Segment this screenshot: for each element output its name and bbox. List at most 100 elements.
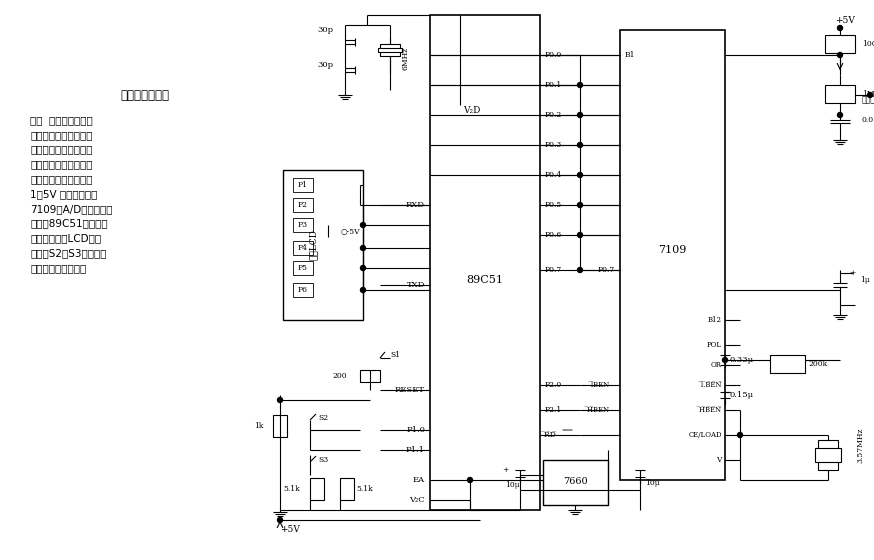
Text: 200: 200 <box>332 372 347 380</box>
Text: S1: S1 <box>390 351 400 359</box>
Text: 100k: 100k <box>862 40 874 48</box>
Text: 7660: 7660 <box>563 478 587 487</box>
Text: P0.7: P0.7 <box>598 266 615 274</box>
Circle shape <box>837 53 843 58</box>
Text: OR: OR <box>711 361 722 369</box>
Circle shape <box>578 232 582 237</box>
Text: EA: EA <box>413 476 425 484</box>
Circle shape <box>360 222 365 227</box>
Text: 10μ: 10μ <box>505 481 520 489</box>
Bar <box>293 178 313 192</box>
Text: P1: P1 <box>298 181 308 189</box>
Bar <box>293 218 313 232</box>
Text: +5V: +5V <box>835 16 855 25</box>
Text: 3.57MHz: 3.57MHz <box>856 427 864 463</box>
Text: 煤矿瓦斯流量计: 煤矿瓦斯流量计 <box>121 88 170 101</box>
Text: P0.3: P0.3 <box>545 141 562 149</box>
Circle shape <box>738 432 743 437</box>
Bar <box>283 170 363 320</box>
Circle shape <box>578 203 582 208</box>
Text: 7109: 7109 <box>658 245 687 255</box>
Text: P0.1: P0.1 <box>545 81 562 89</box>
Bar <box>310 478 324 500</box>
Text: 200k: 200k <box>808 360 827 368</box>
Bar <box>293 241 313 255</box>
Text: P0.6: P0.6 <box>545 231 562 239</box>
Circle shape <box>578 142 582 147</box>
Bar <box>430 15 540 510</box>
Text: P0.5: P0.5 <box>545 201 562 209</box>
Circle shape <box>360 245 365 250</box>
Text: B1: B1 <box>625 51 635 59</box>
Text: ̅l̅BEN: ̅l̅BEN <box>592 381 610 389</box>
Text: P2: P2 <box>298 201 308 209</box>
Bar <box>340 478 354 500</box>
Text: +5V: +5V <box>280 525 300 534</box>
Text: S2: S2 <box>318 414 328 422</box>
Text: V: V <box>717 456 722 464</box>
Bar <box>815 448 841 462</box>
Text: 30p: 30p <box>317 26 333 34</box>
Text: 10μ: 10μ <box>645 479 660 487</box>
Bar <box>770 355 805 373</box>
Text: +: + <box>502 466 508 474</box>
Bar <box>378 48 402 52</box>
Text: ̅H̅B̅E̅N̅: ̅H̅B̅E̅N̅ <box>700 406 722 414</box>
Text: POL: POL <box>707 341 722 349</box>
Bar <box>620 30 725 480</box>
Text: 30p: 30p <box>317 61 333 69</box>
Circle shape <box>278 398 282 403</box>
Text: P6: P6 <box>298 286 308 294</box>
Bar <box>818 440 838 470</box>
Text: P0.4: P0.4 <box>545 171 562 179</box>
Text: P2.1: P2.1 <box>545 406 562 414</box>
Text: 接传感器: 接传感器 <box>862 96 874 104</box>
Bar <box>273 415 287 437</box>
Text: B12: B12 <box>708 316 722 324</box>
Text: 6MHz: 6MHz <box>401 46 409 69</box>
Bar <box>825 85 855 103</box>
Text: ̅R̅D̅: ̅R̅D̅ <box>545 431 557 439</box>
Text: 89C51: 89C51 <box>467 275 503 285</box>
Circle shape <box>578 172 582 178</box>
Text: +: + <box>849 269 855 277</box>
Text: P0.0: P0.0 <box>545 51 562 59</box>
Text: ̅H̅BEN: ̅H̅BEN <box>588 406 610 414</box>
Text: 0.01μ: 0.01μ <box>862 116 874 124</box>
Circle shape <box>868 92 872 97</box>
Text: CE/LOAD: CE/LOAD <box>689 431 722 439</box>
Text: P2.0: P2.0 <box>545 381 562 389</box>
Text: ̅l̅.̅B̅E̅N̅: ̅l̅.̅B̅E̅N̅ <box>702 381 722 389</box>
Text: P1.0: P1.0 <box>406 426 425 434</box>
Text: P0.7: P0.7 <box>545 266 562 274</box>
Text: P5: P5 <box>298 264 308 272</box>
Bar <box>543 460 608 505</box>
Text: 5.1k: 5.1k <box>356 485 372 493</box>
Circle shape <box>578 113 582 118</box>
Bar <box>293 198 313 212</box>
Bar <box>293 261 313 275</box>
Text: 1μ: 1μ <box>860 276 870 284</box>
Text: V₂D: V₂D <box>463 105 481 114</box>
Text: 0.15μ: 0.15μ <box>730 391 754 399</box>
Text: P1.1: P1.1 <box>406 446 425 454</box>
Bar <box>825 35 855 53</box>
Circle shape <box>578 268 582 273</box>
Circle shape <box>723 357 727 362</box>
Circle shape <box>837 113 843 118</box>
Text: 电路  此流量计主要用
于测量井下钻孔瓦斯涌
出初速度和钻孔自然瓦
斯涌出量。由气体流量
传感器将瓦斯量转换成
1～5V 电压信号送入
7109，A/D转换成数: 电路 此流量计主要用 于测量井下钻孔瓦斯涌 出初速度和钻孔自然瓦 斯涌出量。由气… <box>30 115 113 273</box>
Text: RESET: RESET <box>395 386 425 394</box>
Text: V₂C: V₂C <box>409 496 425 504</box>
Bar <box>293 283 313 297</box>
Bar <box>380 44 400 56</box>
Text: P0.2: P0.2 <box>545 111 562 119</box>
Circle shape <box>578 82 582 87</box>
Circle shape <box>278 517 282 522</box>
Circle shape <box>468 478 473 483</box>
Bar <box>360 370 380 382</box>
Text: TXD: TXD <box>406 281 425 289</box>
Circle shape <box>837 26 843 30</box>
Text: 1M: 1M <box>862 90 874 98</box>
Text: RXD: RXD <box>406 201 425 209</box>
Circle shape <box>360 265 365 270</box>
